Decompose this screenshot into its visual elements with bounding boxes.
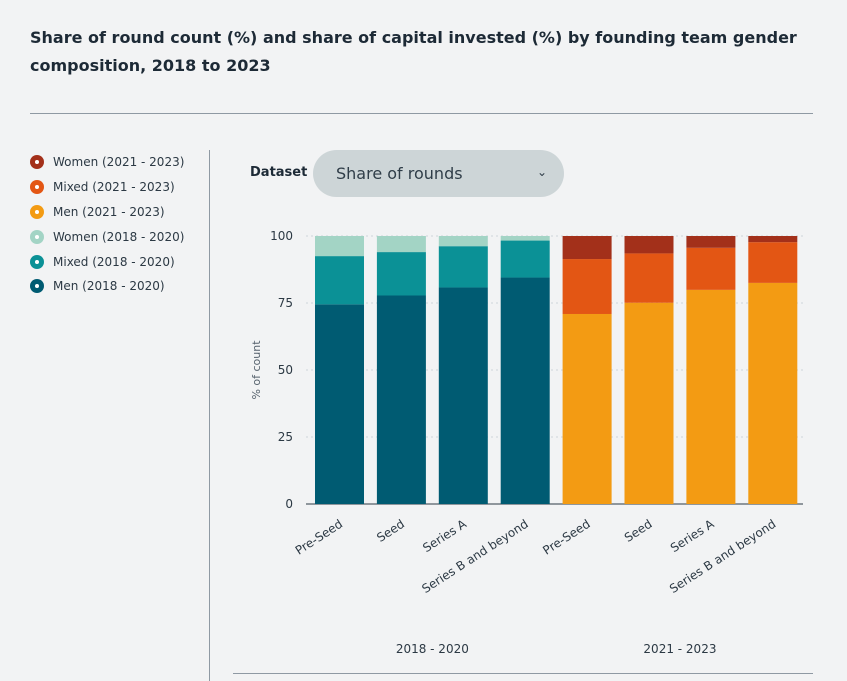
legend-dot-icon bbox=[30, 155, 44, 170]
x-tick-label: Seed bbox=[374, 517, 407, 545]
bar-segment bbox=[376, 295, 426, 504]
bar-segment bbox=[500, 277, 550, 504]
legend-divider bbox=[209, 150, 210, 681]
legend-dot-icon bbox=[30, 204, 44, 219]
legend-dot-icon bbox=[30, 254, 44, 269]
title-divider bbox=[30, 113, 813, 114]
legend-item-women-2021-2023[interactable]: Women (2021 - 2023) bbox=[30, 150, 184, 175]
legend-label: Mixed (2018 - 2020) bbox=[53, 254, 175, 269]
legend-dot-icon bbox=[30, 279, 44, 294]
legend-label: Men (2018 - 2020) bbox=[53, 279, 165, 294]
bar-segment bbox=[376, 236, 426, 253]
bar-segment bbox=[748, 242, 798, 283]
legend-item-men-2021-2023[interactable]: Men (2021 - 2023) bbox=[30, 200, 184, 225]
legend-label: Mixed (2021 - 2023) bbox=[53, 180, 175, 195]
x-tick-label: Seed bbox=[622, 517, 655, 545]
legend-item-mixed-2018-2020[interactable]: Mixed (2018 - 2020) bbox=[30, 249, 184, 274]
legend: Women (2021 - 2023) Mixed (2021 - 2023) … bbox=[30, 150, 184, 299]
bar-segment bbox=[315, 256, 364, 305]
bar-segment bbox=[624, 253, 674, 303]
bar-segment bbox=[438, 236, 488, 247]
dataset-selected-value: Share of rounds bbox=[336, 164, 463, 183]
group-label: 2018 - 2020 bbox=[396, 642, 469, 656]
dataset-select[interactable]: Share of rounds ⌄ bbox=[313, 150, 564, 197]
x-tick-label: Series A bbox=[668, 516, 717, 555]
bar-segment bbox=[438, 246, 488, 288]
bar-segment bbox=[562, 236, 612, 260]
chevron-down-icon: ⌄ bbox=[536, 165, 547, 179]
x-tick-label: Pre-Seed bbox=[540, 517, 592, 558]
x-tick-label: Series B and beyond bbox=[667, 517, 778, 596]
bar-segment bbox=[624, 236, 674, 254]
x-tick-label: Series A bbox=[420, 516, 469, 555]
legend-item-men-2018-2020[interactable]: Men (2018 - 2020) bbox=[30, 274, 184, 299]
legend-label: Women (2018 - 2020) bbox=[53, 229, 185, 244]
bar-segment bbox=[624, 302, 674, 504]
legend-item-mixed-2021-2023[interactable]: Mixed (2021 - 2023) bbox=[30, 175, 184, 200]
y-tick-label: 25 bbox=[278, 430, 293, 444]
y-tick-label: 100 bbox=[270, 229, 293, 243]
dataset-label: Dataset bbox=[250, 165, 308, 180]
legend-label: Men (2021 - 2023) bbox=[53, 204, 165, 219]
legend-item-women-2018-2020[interactable]: Women (2018 - 2020) bbox=[30, 224, 184, 249]
bar-segment bbox=[315, 236, 364, 257]
bar-segment bbox=[438, 287, 488, 504]
bottom-divider bbox=[233, 673, 813, 674]
bar-segment bbox=[686, 236, 736, 248]
bar-segment bbox=[562, 313, 612, 504]
bar-segment bbox=[686, 247, 736, 290]
bar-segment bbox=[500, 236, 550, 241]
legend-dot-icon bbox=[30, 229, 44, 244]
legend-dot-icon bbox=[30, 180, 44, 195]
x-tick-label: Pre-Seed bbox=[293, 517, 345, 558]
y-tick-label: 75 bbox=[278, 296, 293, 310]
legend-label: Women (2021 - 2023) bbox=[53, 155, 185, 170]
y-axis-label: % of count bbox=[250, 340, 263, 400]
x-tick-label: Series B and beyond bbox=[419, 517, 530, 596]
bar-segment bbox=[562, 259, 612, 314]
bar-segment bbox=[376, 252, 426, 296]
y-tick-label: 50 bbox=[278, 363, 293, 377]
bar-segment bbox=[748, 236, 798, 243]
bar-segment bbox=[500, 240, 550, 278]
bar-segment bbox=[686, 289, 736, 504]
y-tick-label: 0 bbox=[285, 497, 293, 511]
group-label: 2021 - 2023 bbox=[643, 642, 716, 656]
bar-segment bbox=[315, 304, 364, 504]
bar-segment bbox=[748, 282, 798, 504]
chart-title: Share of round count (%) and share of ca… bbox=[30, 28, 797, 75]
